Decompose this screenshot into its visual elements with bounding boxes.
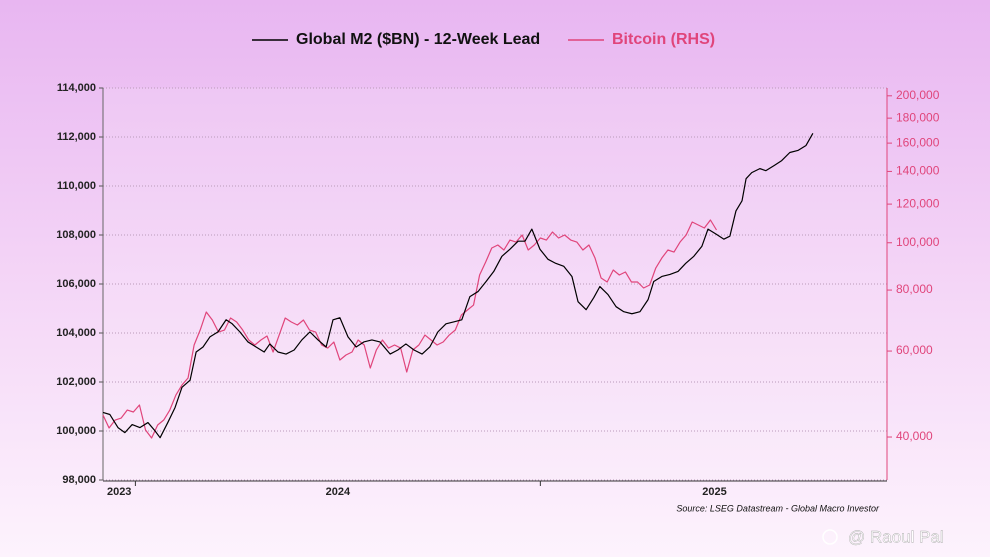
y2-tick-label: 200,000: [896, 88, 940, 102]
y-tick-label: 106,000: [56, 278, 96, 290]
y-tick-label: 114,000: [57, 82, 96, 94]
y2-tick-label: 100,000: [896, 235, 940, 249]
y-tick-label: 98,000: [62, 474, 96, 486]
series-line: [102, 219, 718, 439]
y-tick-label: 110,000: [57, 180, 96, 192]
y-tick-label: 112,000: [57, 131, 96, 143]
y2-tick-label: 180,000: [896, 110, 940, 124]
watermark: @ Raoul Pal: [848, 527, 944, 546]
x-tick-label: 2025: [702, 486, 726, 498]
y-tick-label: 102,000: [56, 376, 96, 388]
x-tick-label: 2024: [326, 486, 351, 498]
y2-tick-label: 140,000: [896, 164, 940, 178]
legend-label: Global M2 ($BN) - 12-Week Lead: [296, 31, 540, 48]
series-line: [102, 133, 814, 439]
legend-label: Bitcoin (RHS): [612, 31, 715, 48]
y2-tick-label: 60,000: [896, 343, 933, 357]
source: Source: LSEG Datastream - Global Macro I…: [676, 503, 880, 513]
y-tick-label: 104,000: [56, 327, 96, 339]
y-tick-label: 108,000: [56, 229, 96, 241]
y2-tick-label: 120,000: [896, 196, 940, 210]
plot-area: [103, 88, 887, 480]
y2-tick-label: 40,000: [896, 429, 933, 443]
y-tick-label: 100,000: [56, 425, 96, 437]
watermark-icon: [822, 529, 838, 545]
x-tick-label: 2023: [107, 486, 131, 498]
y2-tick-label: 160,000: [896, 135, 940, 149]
y2-tick-label: 80,000: [896, 282, 933, 296]
